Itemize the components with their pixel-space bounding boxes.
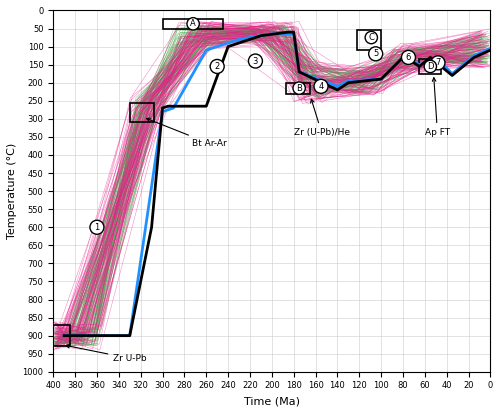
Text: D: D	[427, 62, 434, 71]
Text: 5: 5	[373, 49, 378, 58]
Text: 7: 7	[436, 58, 440, 67]
Bar	[420, 59, 441, 74]
Text: A: A	[190, 19, 196, 28]
Text: 4: 4	[318, 82, 324, 91]
Text: 1: 1	[94, 223, 100, 232]
Bar	[53, 325, 70, 347]
Text: Ap FT: Ap FT	[425, 78, 450, 137]
Text: Zr (U-Pb)/He: Zr (U-Pb)/He	[294, 99, 350, 137]
Y-axis label: Temperature (°C): Temperature (°C)	[7, 143, 17, 239]
Text: 6: 6	[406, 53, 411, 62]
Text: C: C	[368, 33, 374, 42]
Bar	[130, 102, 154, 123]
Text: 2: 2	[214, 62, 220, 71]
Text: B: B	[296, 83, 302, 93]
Bar	[162, 19, 222, 28]
Text: 3: 3	[252, 57, 258, 66]
Bar	[286, 83, 310, 94]
Bar	[357, 30, 381, 50]
Text: Bt Ar-Ar: Bt Ar-Ar	[146, 118, 227, 148]
Text: Zr U-Pb: Zr U-Pb	[66, 344, 147, 363]
X-axis label: Time (Ma): Time (Ma)	[244, 396, 300, 406]
